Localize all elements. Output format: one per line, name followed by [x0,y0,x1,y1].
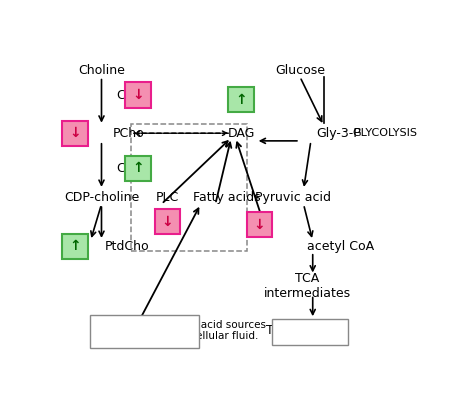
Text: PCho: PCho [112,127,144,140]
Text: PtdCho: PtdCho [105,240,150,253]
Text: Fatty acids: Fatty acids [192,191,260,204]
FancyBboxPatch shape [62,121,88,146]
Text: ↑: ↑ [235,93,247,107]
FancyBboxPatch shape [246,212,272,237]
Text: GLYCOLYSIS: GLYCOLYSIS [352,128,418,138]
Text: DAG: DAG [228,127,255,140]
Text: ↑: ↑ [69,239,81,253]
Text: acetyl CoA: acetyl CoA [307,240,374,253]
Text: CDP-choline: CDP-choline [64,191,139,204]
Text: ↓: ↓ [254,218,265,232]
FancyBboxPatch shape [62,234,88,259]
Bar [272,319,347,345]
Text: ↓: ↓ [69,126,81,140]
Text: ↓: ↓ [162,215,173,229]
FancyBboxPatch shape [125,83,151,108]
Text: PLC: PLC [156,191,179,204]
Text: ↓: ↓ [132,88,144,102]
FancyBboxPatch shape [228,87,254,112]
Bar [131,124,246,251]
FancyBboxPatch shape [155,209,181,234]
Bar [91,315,199,348]
Text: CCT: CCT [116,162,141,175]
Text: Other fatty acid sources
e.g. extracellular fluid.: Other fatty acid sources e.g. extracellu… [140,320,266,341]
Text: TCA products: TCA products [266,324,349,337]
Text: CK: CK [116,89,133,102]
Text: ↑: ↑ [132,162,144,175]
Text: Pyruvic acid: Pyruvic acid [255,191,330,204]
FancyBboxPatch shape [125,156,151,181]
Text: TCA
intermediates: TCA intermediates [264,272,351,300]
Text: Choline: Choline [78,64,125,77]
Text: Gly-3-P: Gly-3-P [316,127,361,140]
Text: Glucose: Glucose [275,64,325,77]
